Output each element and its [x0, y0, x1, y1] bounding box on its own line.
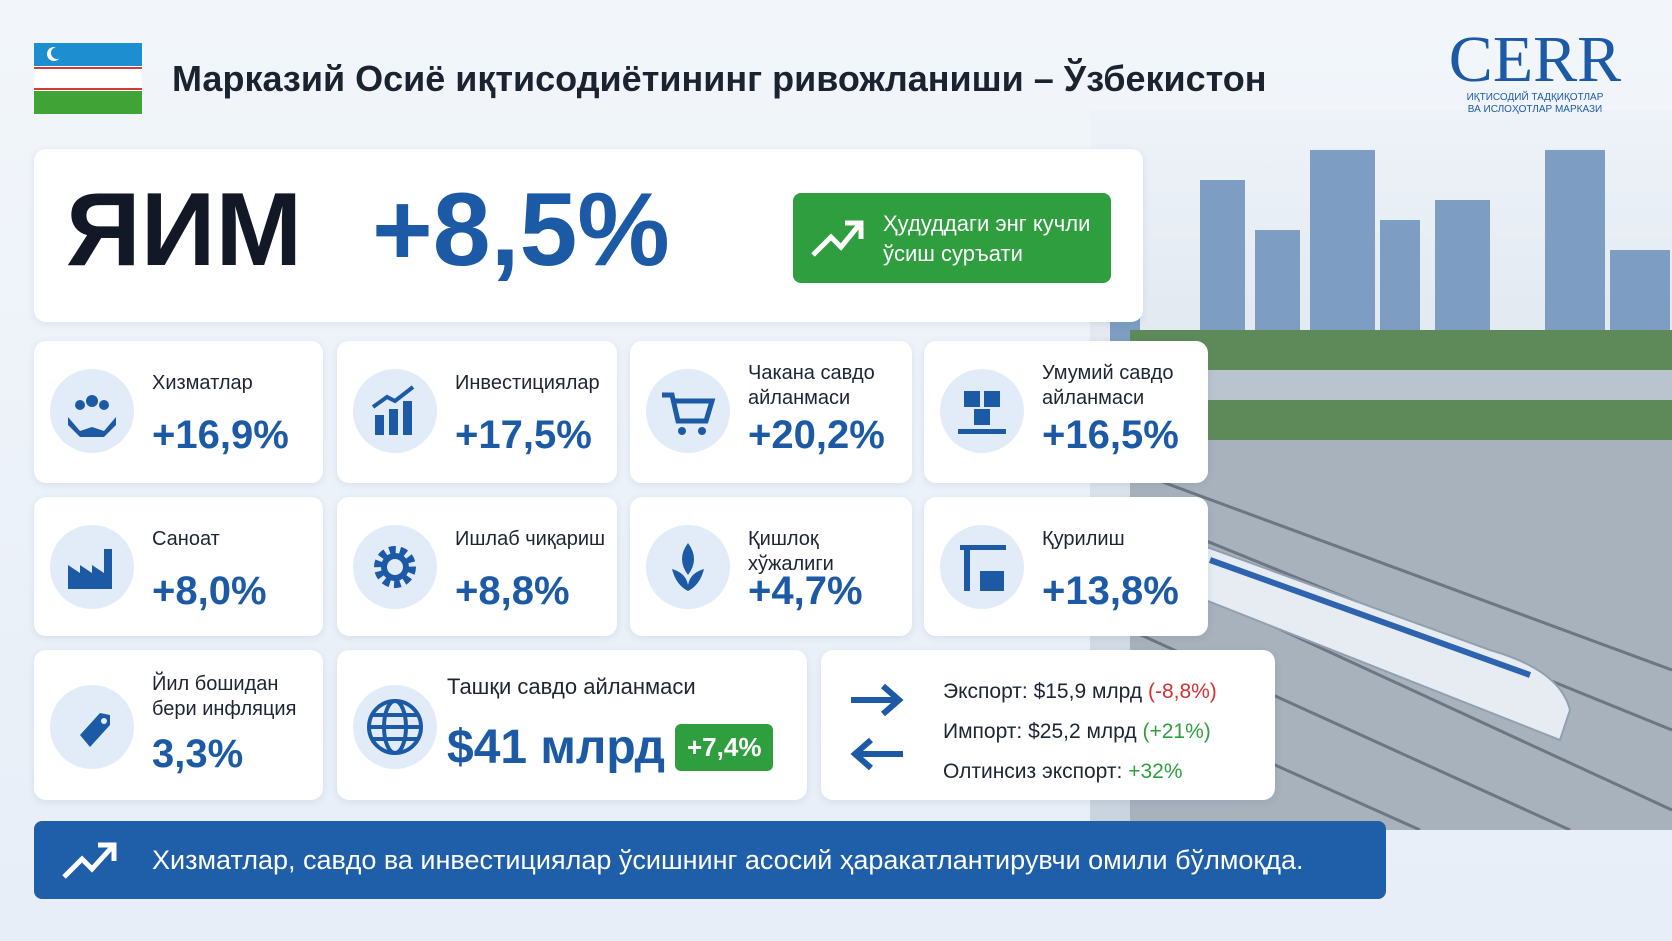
icon [940, 525, 1024, 609]
inflation-value: 3,3% [152, 732, 244, 776]
icon-glyph [958, 391, 1006, 434]
footer-text: Хизматлар, савдо ва инвестициялар ўсишни… [152, 845, 1304, 875]
stat-card: Ишлаб чиқариш +8,8% [337, 497, 617, 636]
stat-label: Умумий савдо айланмаси [1042, 362, 1174, 409]
icon [646, 369, 730, 453]
gold-change: +32% [1128, 760, 1183, 783]
logo-subtitle: ВА ИСЛОҲОТЛАР МАРКАЗИ [1467, 104, 1603, 115]
flag [34, 43, 142, 114]
icon [353, 369, 437, 453]
stat-value: +4,7% [748, 569, 863, 613]
trend-icon [811, 220, 864, 257]
stat-card: Қишлоқ хўжалиги +4,7% [630, 497, 912, 636]
trade-card: Ташқи савдо айланмаси $41 млрд +7,4% [337, 650, 807, 800]
stat-label: Қишлоқ хўжалиги [748, 528, 834, 575]
icon-glyph [371, 385, 415, 435]
gdp-label: ЯИМ [66, 172, 303, 288]
import-line: Импорт: $25,2 млрд (+21%) [943, 712, 1217, 752]
icon-glyph [960, 545, 1006, 591]
stat-card: Инвестициялар +17,5% [337, 341, 617, 483]
icon-glyph [68, 549, 112, 589]
globe-icon [367, 699, 423, 755]
trend-icon [62, 842, 117, 879]
import-change: (+21%) [1142, 720, 1211, 743]
trade-label: Ташқи савдо айланмаси [447, 674, 696, 699]
gdp-value: +8,5% [372, 172, 670, 288]
logo: CERR ИҚТИСОДИЙ ТАДҚИҚОТЛАР ВА ИСЛОҲОТЛАР… [1440, 23, 1630, 116]
gold-line: Олтинсиз экспорт: +32% [943, 752, 1217, 792]
details-text: Экспорт: $15,9 млрд (-8,8%) Импорт: $25,… [943, 672, 1217, 792]
stat-card: Саноат +8,0% [34, 497, 323, 636]
footer: Хизматлар, савдо ва инвестициялар ўсишни… [34, 821, 1386, 899]
import: Импорт: $25,2 млрд [943, 720, 1137, 743]
export-line: Экспорт: $15,9 млрд (-8,8%) [943, 672, 1217, 712]
icon [50, 369, 134, 453]
stat-label: Чакана савдо айланмаси [748, 362, 875, 409]
logo-name: CERR [1448, 23, 1622, 96]
icon-glyph [662, 392, 716, 435]
stat-value: +8,0% [152, 569, 267, 613]
icon-glyph [374, 546, 416, 588]
stat-label: Хизматлар [152, 372, 253, 394]
tag-icon [80, 713, 110, 747]
stat-value: +16,9% [152, 413, 289, 457]
icon-glyph [68, 395, 116, 437]
gdp-badge: Ҳудуддаги энг кучли ўсиш суръати [793, 193, 1111, 283]
export: Экспорт: $15,9 млрд [943, 680, 1143, 703]
export-change: (-8,8%) [1147, 680, 1217, 703]
icon [646, 525, 730, 609]
stat-card: Чакана савдо айланмаси +20,2% [630, 341, 912, 483]
stat-value: +20,2% [748, 413, 885, 457]
stat-card: Қурилиш +13,8% [924, 497, 1208, 636]
icon [50, 525, 134, 609]
inflation-label: Йил бошидан бери инфляция [152, 673, 297, 720]
trade-change: +7,4% [675, 724, 774, 771]
title: Марказий Осиё иқтисодиётининг ривожланиш… [172, 58, 1267, 99]
gdp-panel: ЯИМ +8,5% Ҳудуддаги энг кучли ўсиш суръа… [34, 149, 1143, 322]
stat-value: +17,5% [455, 413, 592, 457]
gold: Олтинсиз экспорт: [943, 760, 1123, 783]
icon-glyph [672, 543, 704, 591]
stat-label: Инвестициялар [455, 372, 600, 394]
stat-label: Саноат [152, 528, 220, 550]
stat-value: +13,8% [1042, 569, 1179, 613]
badge-text: Ҳудуддаги энг кучли ўсиш суръати [883, 211, 1091, 266]
stat-card: Умумий савдо айланмаси +16,5% [924, 341, 1208, 483]
trade-details: Экспорт: $15,9 млрд (-8,8%) Импорт: $25,… [821, 650, 1275, 800]
stat-label: Қурилиш [1042, 528, 1125, 550]
icon [940, 369, 1024, 453]
icon [353, 685, 437, 769]
inflation-card: Йил бошидан бери инфляция 3,3% [34, 650, 323, 800]
logo-subtitle: ИҚТИСОДИЙ ТАДҚИҚОТЛАР [1466, 92, 1604, 103]
icon [353, 525, 437, 609]
stat-card: Хизматлар +16,9% [34, 341, 323, 483]
arrows-icon [850, 683, 904, 771]
icon [50, 685, 134, 769]
stat-value: +16,5% [1042, 413, 1179, 457]
trade-value: $41 млрд [447, 721, 666, 774]
stat-label: Ишлаб чиқариш [455, 528, 606, 550]
stat-value: +8,8% [455, 569, 570, 613]
